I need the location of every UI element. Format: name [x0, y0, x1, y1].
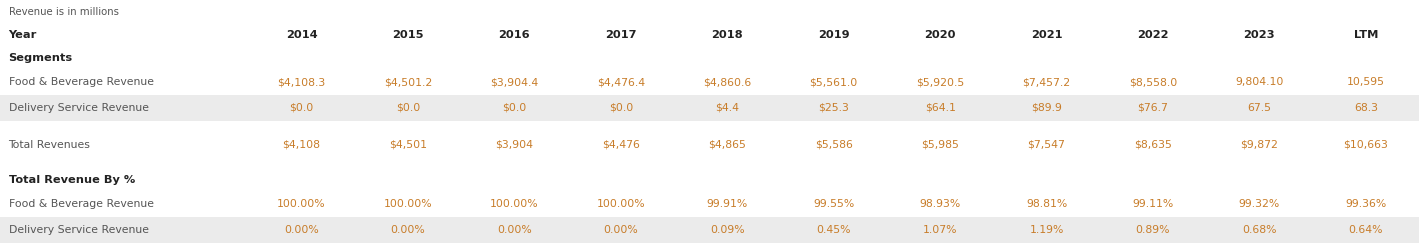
Text: 2023: 2023: [1243, 30, 1276, 40]
Bar: [0, 157, 1419, 168]
Text: 2017: 2017: [604, 30, 637, 40]
Text: 1.07%: 1.07%: [922, 225, 958, 235]
Text: $9,872: $9,872: [1240, 139, 1279, 150]
Bar: [0, 168, 1419, 191]
Bar: [0, 217, 1419, 243]
Text: 9,804.10: 9,804.10: [1235, 77, 1284, 87]
Bar: [0, 46, 1419, 69]
Text: $4,501.2: $4,501.2: [383, 77, 433, 87]
Text: 2020: 2020: [924, 30, 956, 40]
Text: $7,457.2: $7,457.2: [1023, 77, 1070, 87]
Text: 100.00%: 100.00%: [383, 200, 433, 209]
Text: 0.68%: 0.68%: [1242, 225, 1277, 235]
Text: 0.45%: 0.45%: [816, 225, 851, 235]
Text: Total Revenue By %: Total Revenue By %: [9, 175, 135, 185]
Text: Year: Year: [9, 30, 37, 40]
Text: $10,663: $10,663: [1344, 139, 1388, 150]
Text: 100.00%: 100.00%: [490, 200, 539, 209]
Text: $5,561.0: $5,561.0: [809, 77, 858, 87]
Text: 2022: 2022: [1137, 30, 1169, 40]
Text: $0.0: $0.0: [609, 103, 633, 113]
Text: 99.55%: 99.55%: [813, 200, 854, 209]
Text: Delivery Service Revenue: Delivery Service Revenue: [9, 103, 149, 113]
Text: $0.0: $0.0: [396, 103, 420, 113]
Text: 99.11%: 99.11%: [1132, 200, 1174, 209]
Text: Revenue is in millions: Revenue is in millions: [9, 7, 119, 17]
Text: 68.3: 68.3: [1354, 103, 1378, 113]
Text: 98.93%: 98.93%: [920, 200, 961, 209]
Text: 99.36%: 99.36%: [1345, 200, 1386, 209]
Bar: [0, 132, 1419, 157]
Text: $4,108: $4,108: [282, 139, 321, 150]
Text: Segments: Segments: [9, 53, 72, 63]
Text: $64.1: $64.1: [925, 103, 955, 113]
Text: $25.3: $25.3: [819, 103, 849, 113]
Text: $4,476.4: $4,476.4: [597, 77, 644, 87]
Text: $3,904.4: $3,904.4: [490, 77, 539, 87]
Bar: [0, 23, 1419, 46]
Text: LTM: LTM: [1354, 30, 1378, 40]
Text: 0.00%: 0.00%: [603, 225, 639, 235]
Text: 2018: 2018: [711, 30, 744, 40]
Text: 10,595: 10,595: [1347, 77, 1385, 87]
Text: 0.00%: 0.00%: [284, 225, 319, 235]
Text: 0.89%: 0.89%: [1135, 225, 1171, 235]
Text: 99.91%: 99.91%: [707, 200, 748, 209]
Text: 0.00%: 0.00%: [497, 225, 532, 235]
Bar: [0, 121, 1419, 132]
Text: 100.00%: 100.00%: [277, 200, 326, 209]
Text: 2016: 2016: [498, 30, 531, 40]
Text: 67.5: 67.5: [1247, 103, 1271, 113]
Text: 0.00%: 0.00%: [390, 225, 426, 235]
Text: $3,904: $3,904: [495, 139, 534, 150]
Bar: [0, 191, 1419, 217]
Text: Food & Beverage Revenue: Food & Beverage Revenue: [9, 200, 153, 209]
Text: $76.7: $76.7: [1138, 103, 1168, 113]
Text: $4,501: $4,501: [389, 139, 427, 150]
Text: $0.0: $0.0: [502, 103, 526, 113]
Text: $0.0: $0.0: [289, 103, 314, 113]
Text: 2014: 2014: [285, 30, 318, 40]
Text: $4.4: $4.4: [715, 103, 739, 113]
Bar: [0, 69, 1419, 95]
Text: $5,586: $5,586: [815, 139, 853, 150]
Text: $4,476: $4,476: [602, 139, 640, 150]
Text: 100.00%: 100.00%: [596, 200, 646, 209]
Text: $4,865: $4,865: [708, 139, 746, 150]
Text: 2019: 2019: [817, 30, 850, 40]
Bar: [0, 0, 1419, 23]
Text: 98.81%: 98.81%: [1026, 200, 1067, 209]
Text: $89.9: $89.9: [1032, 103, 1061, 113]
Text: 2015: 2015: [392, 30, 424, 40]
Text: $5,985: $5,985: [921, 139, 959, 150]
Text: Food & Beverage Revenue: Food & Beverage Revenue: [9, 77, 153, 87]
Text: $7,547: $7,547: [1027, 139, 1066, 150]
Text: $8,558.0: $8,558.0: [1128, 77, 1178, 87]
Bar: [0, 95, 1419, 121]
Text: 99.32%: 99.32%: [1239, 200, 1280, 209]
Text: 0.64%: 0.64%: [1348, 225, 1384, 235]
Text: $8,635: $8,635: [1134, 139, 1172, 150]
Text: 2021: 2021: [1030, 30, 1063, 40]
Text: $5,920.5: $5,920.5: [915, 77, 965, 87]
Text: $4,860.6: $4,860.6: [702, 77, 752, 87]
Text: 1.19%: 1.19%: [1029, 225, 1064, 235]
Text: Total Revenues: Total Revenues: [9, 139, 91, 150]
Text: 0.09%: 0.09%: [710, 225, 745, 235]
Text: Delivery Service Revenue: Delivery Service Revenue: [9, 225, 149, 235]
Text: $4,108.3: $4,108.3: [277, 77, 326, 87]
